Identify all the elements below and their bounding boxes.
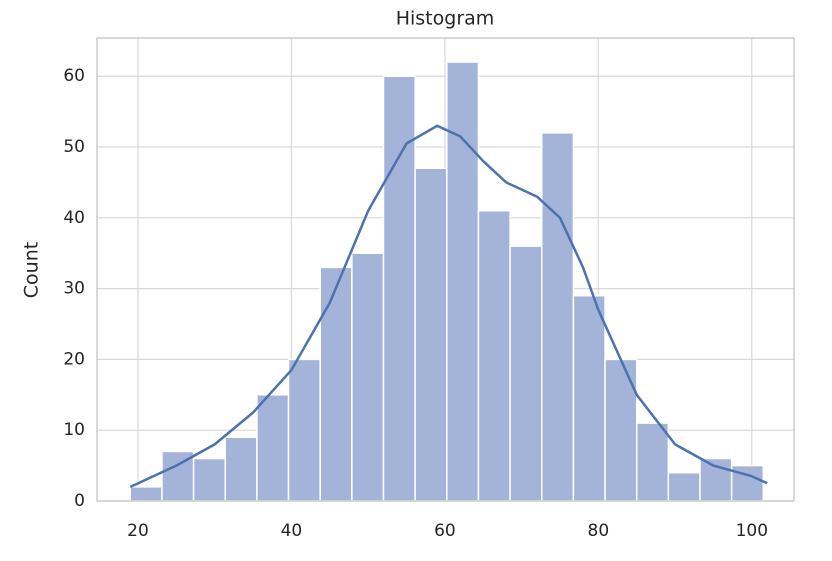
plot-frame — [96, 37, 795, 502]
x-tick-label: 80 — [588, 521, 610, 541]
y-tick-label: 0 — [74, 491, 85, 511]
bar — [351, 252, 385, 502]
y-tick-label: 60 — [63, 66, 85, 86]
y-tick-label: 40 — [63, 208, 85, 228]
bar — [635, 422, 670, 502]
x-tick-label: 40 — [281, 521, 303, 541]
bar — [414, 167, 448, 502]
bar — [604, 358, 638, 502]
kde-line — [129, 124, 768, 488]
x-tick-label: 60 — [434, 521, 456, 541]
bar — [667, 471, 701, 502]
bar — [224, 436, 258, 502]
y-tick-label: 10 — [63, 420, 85, 440]
y-tick-label: 20 — [63, 349, 85, 369]
bar — [319, 266, 353, 502]
y-tick-label: 30 — [63, 279, 85, 299]
bar — [382, 75, 416, 502]
bar — [509, 245, 543, 502]
y-axis-label: Count — [21, 242, 43, 298]
bar — [129, 486, 163, 502]
bar — [446, 61, 480, 502]
bar — [699, 457, 733, 502]
bar — [287, 358, 321, 502]
bar — [192, 457, 227, 502]
chart-title: Histogram — [396, 8, 495, 30]
x-tick-label: 20 — [127, 521, 149, 541]
bar — [541, 132, 575, 502]
y-tick-label: 50 — [63, 137, 85, 157]
bar — [572, 294, 606, 502]
x-tick-label: 100 — [736, 521, 768, 541]
bar — [256, 394, 290, 502]
bar — [477, 209, 511, 502]
